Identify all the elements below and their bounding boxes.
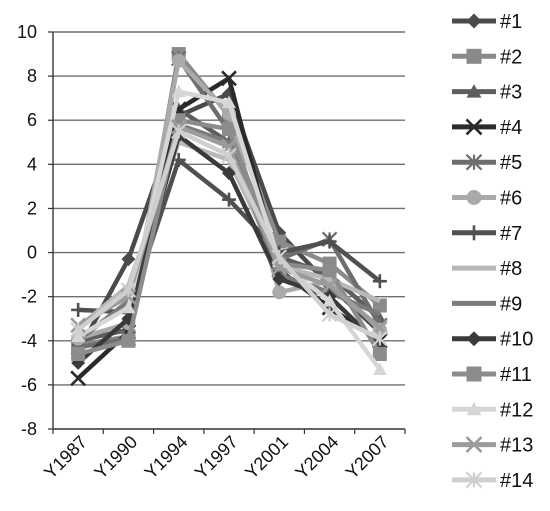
y-tick-label: 6 <box>27 110 37 130</box>
data-point <box>171 84 186 98</box>
y-tick-label: 4 <box>27 154 37 174</box>
legend-item: #6 <box>452 188 522 210</box>
series-n11 <box>71 113 387 362</box>
legend-label: #8 <box>500 258 522 280</box>
x-tick-label: Y2001 <box>241 432 292 483</box>
data-point <box>322 234 337 249</box>
data-point <box>70 321 86 338</box>
legend-label: #1 <box>500 11 522 33</box>
x-tick-label: Y1987 <box>40 432 91 483</box>
data-point <box>272 272 287 287</box>
legend-item: #2 <box>452 46 522 68</box>
legend-item: #10 <box>452 329 533 351</box>
data-point <box>121 252 136 267</box>
legend-label: #12 <box>500 399 533 421</box>
legend-label: #3 <box>500 82 522 104</box>
data-point <box>466 225 482 241</box>
data-point <box>170 123 187 140</box>
data-point <box>121 300 136 314</box>
legend: #1 #2 #3 #4 #5 #6 #7 #8 #9 #10 #11 #12 #13 #14 <box>452 11 533 492</box>
x-tick-label: Y1990 <box>90 432 141 483</box>
legend-item: #9 <box>452 293 522 315</box>
legend-label: #11 <box>500 364 532 386</box>
data-point <box>465 153 483 171</box>
data-point <box>371 319 388 336</box>
data-point <box>221 147 237 164</box>
data-point <box>372 274 387 289</box>
data-point <box>465 118 483 136</box>
data-point <box>372 347 387 362</box>
legend-item: #13 <box>452 435 533 457</box>
y-tick-label: 2 <box>27 198 37 218</box>
legend-item: #8 <box>452 258 522 280</box>
y-tick-label: -6 <box>21 375 37 395</box>
data-point <box>222 166 236 181</box>
data-point <box>322 294 337 307</box>
data-point <box>322 263 337 278</box>
x-tick-label: Y1997 <box>191 432 242 483</box>
data-point <box>466 401 482 416</box>
data-point <box>221 70 237 87</box>
legend-label: #7 <box>500 223 522 245</box>
y-tick-label: -2 <box>21 287 37 307</box>
data-point <box>321 277 338 294</box>
data-point <box>71 302 86 317</box>
series-lines <box>70 47 388 387</box>
legend-item: #5 <box>452 152 522 174</box>
data-point <box>222 192 236 207</box>
data-point <box>466 331 482 347</box>
data-point <box>465 436 483 454</box>
data-point <box>466 13 482 29</box>
data-point <box>271 249 288 265</box>
y-tick-label: 10 <box>17 22 37 42</box>
data-point <box>372 362 387 376</box>
data-point <box>222 95 236 109</box>
data-point <box>466 366 482 382</box>
legend-label: #13 <box>500 435 533 457</box>
data-point <box>120 282 137 298</box>
data-point <box>222 122 236 137</box>
data-point <box>321 306 338 323</box>
y-tick-label: 8 <box>27 66 37 86</box>
legend-label: #4 <box>500 117 522 139</box>
legend-item: #3 <box>452 82 522 104</box>
legend-item: #4 <box>452 117 522 139</box>
y-tick-label: 0 <box>27 243 37 263</box>
legend-item: #11 <box>452 364 532 386</box>
legend-item: #14 <box>452 470 533 492</box>
data-point <box>372 330 388 347</box>
data-point <box>121 333 136 348</box>
legend-label: #2 <box>500 46 522 68</box>
legend-item: #1 <box>452 11 522 33</box>
data-point <box>70 370 87 387</box>
data-point <box>465 471 483 489</box>
x-tick-label: Y2004 <box>291 432 342 483</box>
data-point <box>272 285 287 300</box>
y-tick-label: -4 <box>21 331 37 351</box>
data-point <box>171 53 186 68</box>
legend-item: #12 <box>452 399 533 421</box>
data-point <box>71 347 86 362</box>
data-point <box>466 190 482 205</box>
series-n14 <box>70 123 388 347</box>
data-point <box>466 84 482 98</box>
x-tick-label: Y2007 <box>342 432 393 483</box>
legend-label: #6 <box>500 188 522 210</box>
legend-item: #7 <box>452 223 522 245</box>
x-tick-label: Y1994 <box>141 432 192 483</box>
data-point <box>466 48 482 64</box>
y-tick-label: -8 <box>21 419 37 439</box>
legend-label: #14 <box>500 470 533 492</box>
legend-label: #10 <box>500 329 533 351</box>
legend-label: #9 <box>500 293 522 315</box>
legend-label: #5 <box>500 152 522 174</box>
